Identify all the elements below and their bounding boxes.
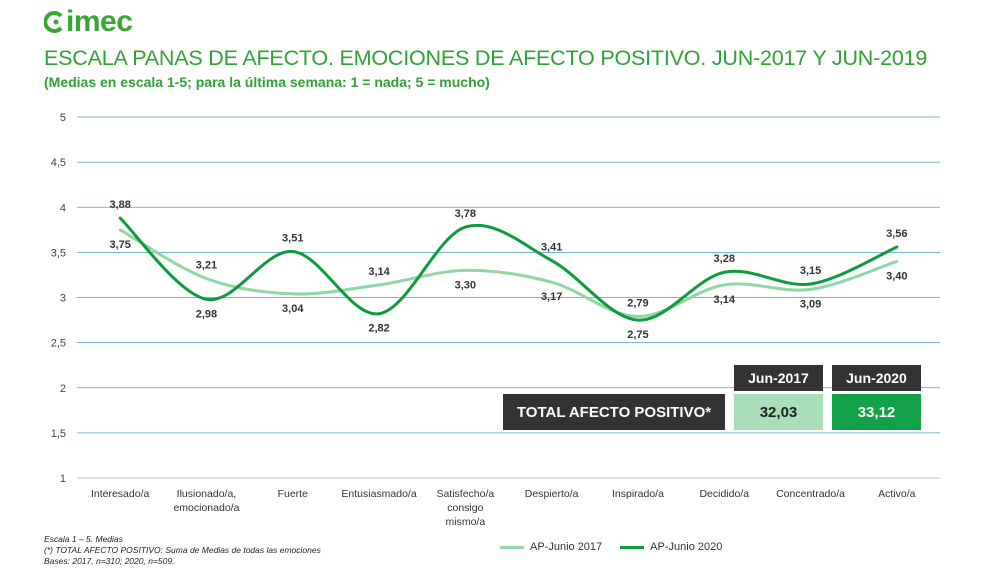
x-tick-label: Decidido/a [699, 488, 749, 500]
data-label: 3,28 [714, 253, 735, 265]
total-2017-value: 32,03 [734, 394, 823, 430]
y-tick-label: 3,5 [51, 247, 66, 259]
x-tick-label: Ilusionado/a, emocionado/a [173, 488, 239, 514]
legend-swatch-2020 [620, 545, 645, 549]
footnote-scale: Escala 1 – 5. Medias [44, 534, 123, 544]
data-label: 3,09 [800, 298, 821, 310]
y-tick-label: 1,5 [51, 428, 66, 440]
data-label: 2,75 [627, 329, 648, 341]
total-2017-header: Jun-2017 [734, 365, 823, 391]
y-tick-label: 2,5 [51, 338, 66, 350]
data-label: 3,51 [282, 232, 303, 244]
total-2020-header: Jun-2020 [832, 365, 921, 391]
legend-label-2020: AP-Junio 2020 [650, 541, 723, 553]
total-2017-header-text: Jun-2017 [748, 370, 809, 386]
x-tick-label: Interesado/a [91, 488, 150, 500]
x-tick-label: Activo/a [878, 488, 916, 500]
data-label: 3,30 [455, 279, 476, 291]
data-label: 2,98 [196, 308, 217, 320]
data-label: 2,82 [368, 323, 389, 335]
data-label: 3,78 [455, 208, 476, 220]
x-tick-label: Inspirado/a [612, 488, 664, 500]
data-label: 3,14 [714, 294, 736, 306]
y-tick-label: 4,5 [51, 157, 66, 169]
footnote-bases: Bases: 2017, n=310; 2020, n=509. [44, 556, 175, 566]
data-label: 3,14 [368, 266, 390, 278]
data-label: 3,21 [196, 260, 217, 272]
x-tick-label: Concentrado/a [776, 488, 845, 500]
y-tick-label: 4 [60, 202, 66, 214]
legend-swatch-2017 [500, 545, 524, 549]
x-tick-label: Satisfecho/a consigo mismo/a [436, 488, 494, 528]
data-label: 3,88 [109, 199, 130, 211]
imec-logo-icon [44, 11, 63, 33]
y-tick-label: 5 [60, 112, 66, 124]
series-line-2020 [118, 216, 899, 322]
y-tick-label: 1 [60, 473, 66, 485]
data-label: 3,75 [109, 239, 130, 251]
x-tick-label: Fuerte [278, 488, 309, 500]
imec-logo: imec [44, 4, 133, 40]
data-label: 3,04 [282, 303, 304, 315]
logo-text: imec [66, 5, 133, 38]
total-2020-header-text: Jun-2020 [846, 370, 907, 386]
total-label-box: TOTAL AFECTO POSITIVO* [503, 394, 725, 430]
data-label: 3,17 [541, 291, 562, 303]
data-label: 3,15 [800, 265, 821, 277]
total-2020-value: 33,12 [832, 394, 921, 430]
series-line-2017 [118, 228, 899, 318]
y-tick-label: 3 [60, 293, 66, 305]
total-2017-value-text: 32,03 [759, 403, 798, 421]
page-title: ESCALA PANAS DE AFECTO. EMOCIONES DE AFE… [44, 46, 928, 70]
x-tick-label: Despierto/a [525, 488, 579, 500]
x-tick-label: Entusiasmado/a [341, 488, 416, 500]
total-2020-value-text: 33,12 [857, 403, 896, 421]
chart-legend: AP-Junio 2017 AP-Junio 2020 [500, 541, 722, 553]
legend-item-2017: AP-Junio 2017 [500, 541, 602, 553]
total-label: TOTAL AFECTO POSITIVO* [516, 403, 712, 421]
data-label: 3,40 [886, 270, 907, 282]
data-label: 3,41 [541, 241, 562, 253]
page-subtitle: (Medias en escala 1-5; para la última se… [44, 74, 490, 90]
legend-item-2020: AP-Junio 2020 [620, 541, 722, 553]
footnotes: Escala 1 – 5. Medias (*) TOTAL AFECTO PO… [44, 534, 321, 567]
data-label: 3,56 [886, 228, 907, 240]
data-label: 2,79 [627, 297, 648, 309]
y-tick-label: 2 [60, 383, 66, 395]
footnote-total: (*) TOTAL AFECTO POSITIVO: Suma de Media… [44, 545, 321, 555]
legend-label-2017: AP-Junio 2017 [530, 541, 603, 553]
